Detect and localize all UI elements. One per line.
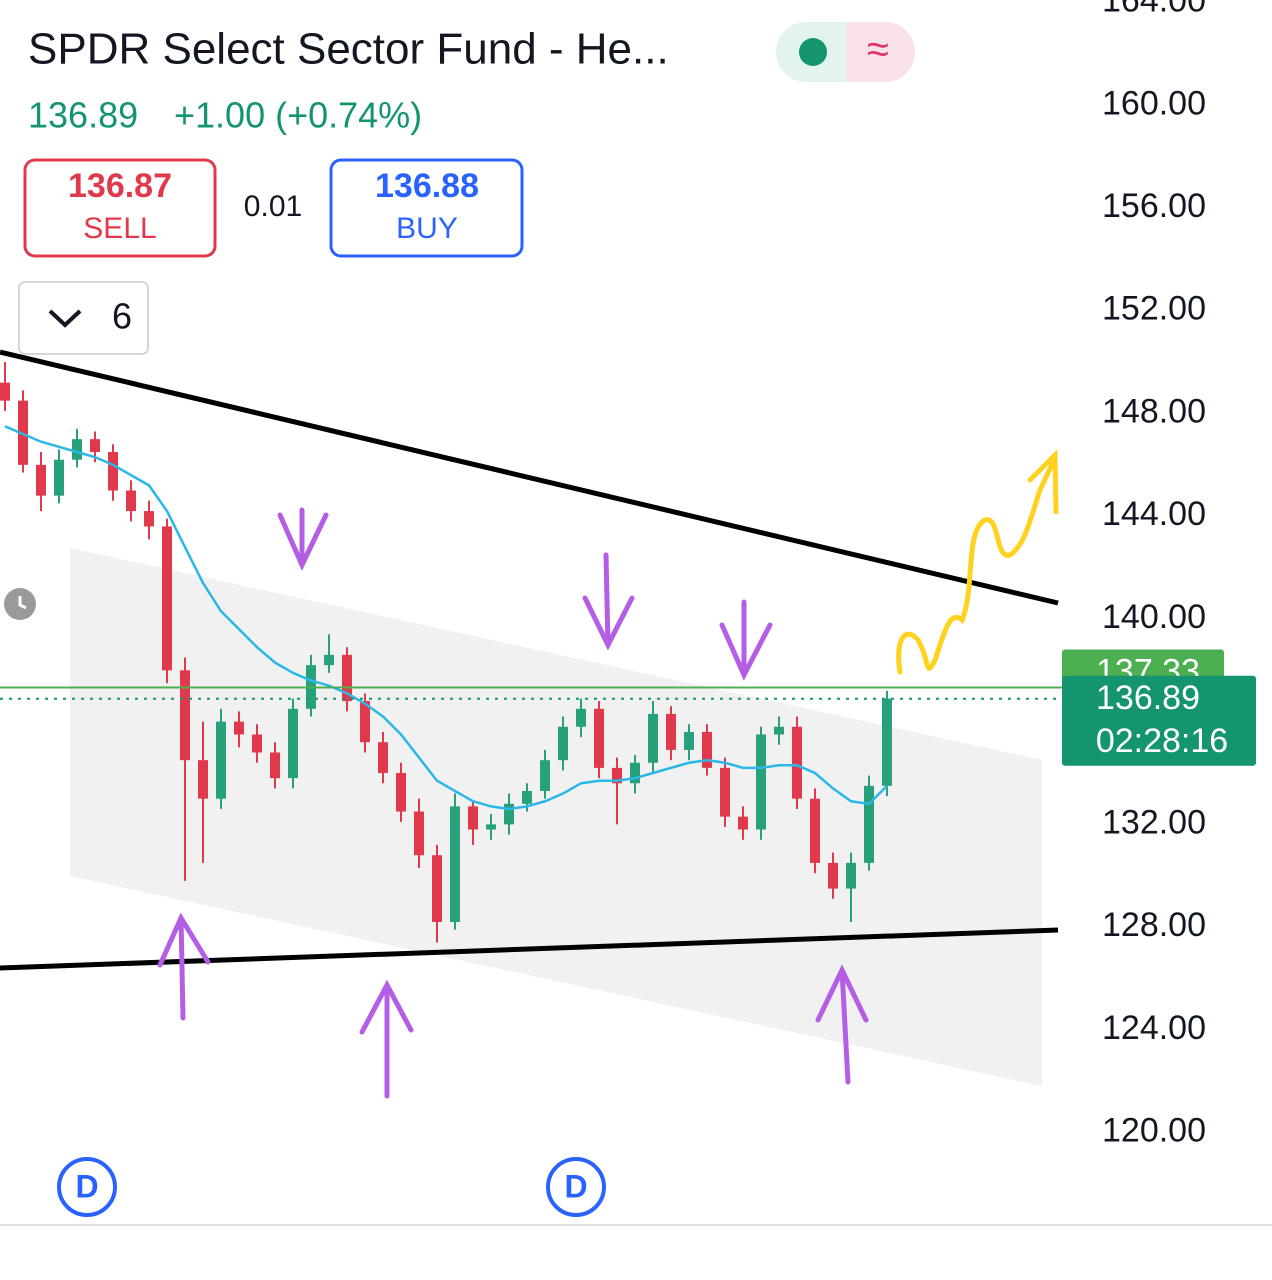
price-change: +1.00 (+0.74%) (174, 95, 422, 136)
sell-price: 136.87 (68, 167, 172, 205)
candle-body (216, 721, 226, 799)
candle-body (90, 439, 100, 452)
candle-body (360, 701, 370, 743)
candle-body (486, 824, 496, 830)
buy-label: BUY (396, 212, 458, 245)
y-tick-label: 120.00 (1102, 1112, 1206, 1150)
event-marker[interactable]: D (546, 1157, 606, 1217)
candle-body (648, 713, 658, 763)
candle-body (378, 742, 388, 774)
candle-body (630, 762, 640, 784)
candle-body (450, 806, 460, 922)
candle-body (864, 785, 874, 863)
candle-body (882, 698, 892, 786)
y-tick-label: 164.00 (1102, 0, 1206, 20)
y-tick-label: 140.00 (1102, 598, 1206, 636)
candle-body (738, 816, 748, 830)
candle-body (270, 752, 280, 779)
candle-body (54, 459, 64, 496)
y-tick-label: 156.00 (1102, 187, 1206, 225)
candle-body (594, 708, 604, 768)
projection-arrow (896, 449, 1059, 675)
sell-button[interactable]: 136.87 SELL (23, 158, 217, 258)
candle-body (810, 798, 820, 863)
candle-body (162, 526, 172, 671)
plot (0, 362, 892, 943)
candle-body (666, 713, 676, 750)
candle-body (540, 760, 550, 791)
arrows (157, 507, 869, 1099)
candle-body (0, 382, 10, 401)
price-label: 136.89 (1096, 679, 1200, 717)
drawings (0, 349, 1059, 1099)
indicator-count: 6 (112, 296, 132, 337)
candle-body (846, 862, 856, 889)
y-tick-label: 152.00 (1102, 290, 1206, 328)
candle-body (108, 451, 118, 491)
svg-text:≈: ≈ (867, 28, 889, 72)
trendline (0, 349, 1059, 606)
buy-button[interactable]: 136.88 BUY (329, 158, 524, 258)
candle-body (522, 790, 532, 804)
candle-body (144, 511, 154, 527)
y-tick-label: 132.00 (1102, 803, 1206, 841)
candle-body (198, 760, 208, 799)
candle-body (414, 811, 424, 856)
candle-body (324, 654, 334, 666)
candle-body (558, 726, 568, 761)
y-tick-label: 124.00 (1102, 1009, 1206, 1047)
indicator-toggle[interactable]: 6 (18, 281, 149, 355)
y-tick-label: 160.00 (1102, 84, 1206, 122)
countdown-label: 02:28:16 (1096, 722, 1228, 760)
y-tick-label: 148.00 (1102, 392, 1206, 430)
symbol-title: SPDR Select Sector Fund - He... (28, 25, 669, 74)
candle-body (396, 773, 406, 812)
candle-body (288, 708, 298, 779)
moving-average (4, 425, 888, 811)
candle-body (828, 862, 838, 889)
channel (70, 548, 1042, 1086)
candle-body (234, 721, 244, 735)
status-pill[interactable]: ≈ (776, 22, 915, 82)
candle-body (432, 855, 442, 922)
candle-body (126, 490, 136, 512)
candle-body (702, 731, 712, 768)
candle-body (756, 734, 766, 830)
y-tick-label: 144.00 (1102, 495, 1206, 533)
candle-body (576, 708, 586, 727)
alarm-icon (4, 588, 36, 620)
candle-body (36, 464, 46, 496)
candle-body (504, 803, 514, 825)
buy-price: 136.88 (375, 167, 479, 205)
candle-body (684, 731, 694, 750)
candle-body (792, 726, 802, 799)
event-label: D (75, 1168, 98, 1204)
price-label-box (1062, 675, 1256, 766)
candle-body (342, 654, 352, 702)
event-label: D (564, 1168, 587, 1204)
sell-label: SELL (83, 212, 156, 245)
trendline (0, 927, 1059, 971)
y-tick-label: 128.00 (1102, 906, 1206, 944)
candle-body (774, 726, 784, 735)
last-price: 136.89 (28, 95, 138, 136)
candle-body (468, 806, 478, 830)
candle-body (720, 767, 730, 817)
candle-body (72, 439, 82, 460)
candle-body (252, 734, 262, 753)
candle-body (612, 767, 622, 784)
spread: 0.01 (244, 190, 302, 223)
event-marker[interactable]: D (57, 1157, 117, 1217)
candle-body (180, 670, 190, 761)
